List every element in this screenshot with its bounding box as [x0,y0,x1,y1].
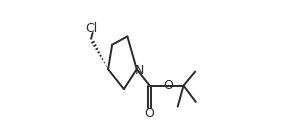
Text: N: N [135,64,144,77]
Text: Cl: Cl [86,22,98,35]
Text: O: O [145,107,154,120]
Text: O: O [163,79,173,92]
